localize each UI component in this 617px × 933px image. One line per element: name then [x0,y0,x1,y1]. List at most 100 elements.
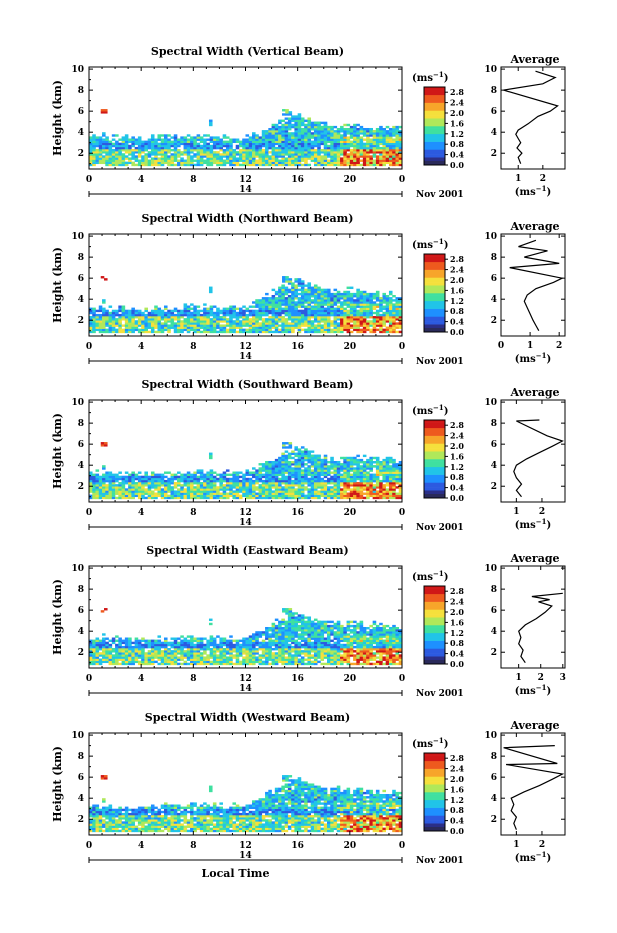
heatmap-cell [360,147,364,149]
heatmap-cell [109,484,113,486]
heatmap-cell [236,482,240,484]
x-tick-label: 12 [239,342,252,352]
heatmap-cell [223,316,227,318]
heatmap-cell [246,157,250,159]
heatmap-cell [353,495,357,497]
colorbar-step [424,475,445,478]
heatmap-cell [291,453,295,455]
heatmap-cell [334,139,338,141]
heatmap-cell [125,322,129,324]
heatmap-cell [236,314,240,316]
heatmap-cell [193,486,197,488]
heatmap-cell [382,488,386,490]
heatmap-cell [369,331,373,333]
heatmap-cell [92,324,96,326]
heatmap-cell [252,324,256,326]
heatmap-cell [347,478,351,480]
heatmap-cell [288,301,292,303]
heatmap-cell [141,318,145,320]
heatmap-cell [164,160,168,162]
heatmap-cell [281,136,285,138]
heatmap-cell [294,117,298,119]
heatmap-cell [105,659,109,661]
heatmap-cell [307,157,311,159]
heatmap-cell [317,139,321,141]
heatmap-cell [112,478,116,480]
heatmap-cell [275,157,279,159]
heatmap-cell [281,488,285,490]
heatmap-cell [289,442,293,444]
heatmap-cell [262,320,266,322]
heatmap-cell [281,476,285,478]
heatmap-cell [347,486,351,488]
heatmap-cell [174,155,178,157]
heatmap-cell [330,467,334,469]
heatmap-cell [167,155,171,157]
heatmap-cell [360,320,364,322]
heatmap-cell [105,642,109,644]
heatmap-cell [265,303,269,305]
heatmap-cell [239,331,243,333]
heatmap-cell [360,486,364,488]
heatmap-cell [190,139,194,141]
heatmap-cell [262,469,266,471]
heatmap-cell [135,320,139,322]
heatmap-cell [141,480,145,482]
heatmap-cell [190,476,194,478]
heatmap-cell [330,134,334,136]
heatmap-cell [197,155,201,157]
heatmap-cell [386,327,390,329]
heatmap-cell [320,128,324,130]
heatmap-cell [138,136,142,138]
heatmap-cell [327,293,331,295]
heatmap-cell [285,318,289,320]
heatmap-cell [382,329,386,331]
heatmap-cell [307,469,311,471]
heatmap-cell [259,141,263,143]
heatmap-cell [206,486,210,488]
heatmap-cell [122,153,126,155]
heatmap-cell [386,493,390,495]
heatmap-cell [268,493,272,495]
heatmap-cell [369,469,373,471]
heatmap-cell [249,310,253,312]
heatmap-cell [291,297,295,299]
heatmap-cell [298,117,302,119]
heatmap-cell [232,484,236,486]
heatmap-cell [275,301,279,303]
heatmap-cell [288,474,292,476]
heatmap-cell [317,310,321,312]
heatmap-cell [395,469,399,471]
heatmap-cell [379,153,383,155]
heatmap-cell [200,141,204,143]
heatmap-cell [337,143,341,145]
heatmap-cell [197,143,201,145]
heatmap-cell [161,322,165,324]
heatmap-cell [252,306,256,308]
heatmap-cell [379,493,383,495]
heatmap-cell [265,314,269,316]
heatmap-cell [268,488,272,490]
heatmap-cell [392,316,396,318]
heatmap-cell [184,476,188,478]
heatmap-cell [373,457,377,459]
heatmap-cell [148,495,152,497]
heatmap-cell [144,497,148,499]
heatmap-cell [96,162,100,164]
heatmap-cell [223,490,227,492]
heatmap-cell [118,476,122,478]
heatmap-cell [118,495,122,497]
heatmap-cell [223,308,227,310]
heatmap-cell [161,310,165,312]
heatmap-cell [99,149,103,151]
heatmap-cell [99,654,103,656]
heatmap-cell [350,164,354,166]
heatmap-cell [294,480,298,482]
heatmap-cell [236,153,240,155]
heatmap-cell [203,490,207,492]
heatmap-cell [252,149,256,151]
heatmap-cell [298,136,302,138]
heatmap-cell [294,312,298,314]
heatmap-cell [324,482,328,484]
heatmap-cell [144,324,148,326]
